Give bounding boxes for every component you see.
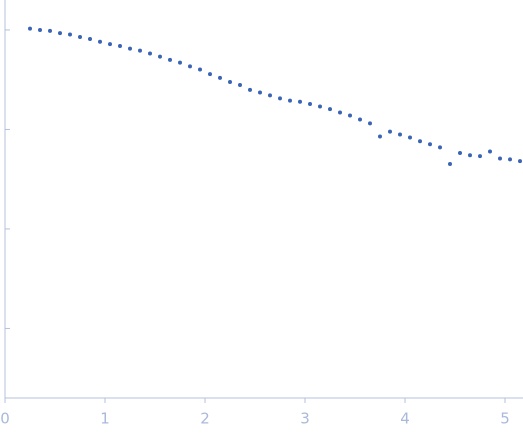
- point: [488, 149, 492, 154]
- point: [318, 104, 322, 109]
- point: [448, 161, 452, 166]
- point: [208, 72, 212, 77]
- point: [348, 113, 352, 118]
- point: [338, 110, 342, 115]
- point: [478, 154, 482, 159]
- point: [138, 48, 142, 53]
- point: [98, 39, 102, 44]
- point: [48, 28, 52, 33]
- point: [328, 107, 332, 112]
- x-tick-label: 3: [300, 410, 310, 428]
- point: [458, 150, 462, 155]
- point: [368, 121, 372, 126]
- point: [218, 75, 222, 80]
- point: [288, 98, 292, 103]
- point: [108, 42, 112, 47]
- point: [78, 34, 82, 39]
- point: [508, 157, 512, 162]
- point: [278, 96, 282, 101]
- point: [398, 132, 402, 137]
- point: [188, 64, 192, 69]
- point: [228, 79, 232, 84]
- point: [58, 31, 62, 36]
- point: [298, 99, 302, 104]
- point: [28, 26, 32, 31]
- point: [38, 27, 42, 32]
- point: [268, 93, 272, 98]
- point: [238, 82, 242, 87]
- point: [178, 60, 182, 65]
- point: [248, 87, 252, 92]
- point: [418, 139, 422, 144]
- x-tick-label: 4: [400, 410, 410, 428]
- point: [498, 156, 502, 161]
- point: [168, 57, 172, 62]
- point: [428, 142, 432, 147]
- point: [158, 54, 162, 59]
- x-tick-label: 5: [500, 410, 510, 428]
- point: [148, 51, 152, 56]
- x-tick-label: 2: [200, 410, 210, 428]
- point: [128, 46, 132, 51]
- point: [518, 159, 522, 164]
- point: [378, 134, 382, 139]
- point: [88, 37, 92, 42]
- point: [358, 117, 362, 122]
- point: [68, 32, 72, 37]
- point: [438, 145, 442, 150]
- point: [468, 153, 472, 158]
- point: [308, 102, 312, 107]
- point: [118, 43, 122, 48]
- point: [198, 67, 202, 72]
- point: [408, 135, 412, 140]
- x-tick-label: 1: [100, 410, 110, 428]
- x-tick-label: 0: [0, 410, 10, 428]
- point: [258, 90, 262, 95]
- point: [388, 129, 392, 134]
